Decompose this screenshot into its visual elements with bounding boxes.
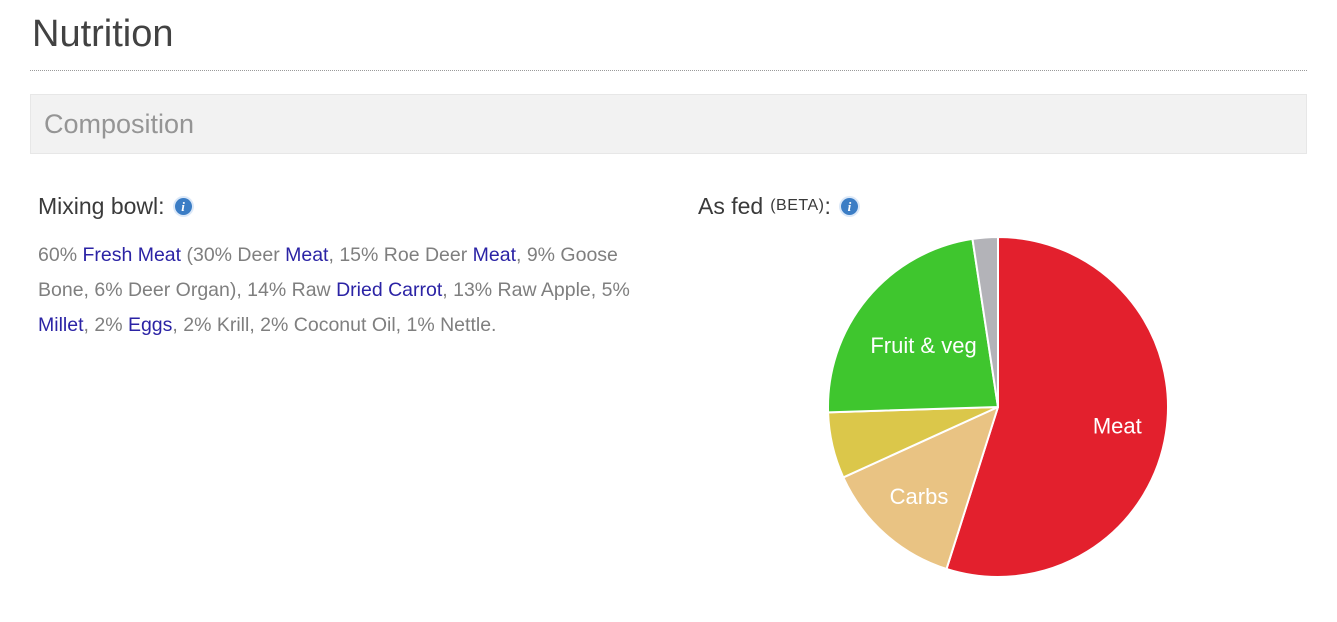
- ingredient-link[interactable]: Millet: [38, 314, 84, 336]
- ingredient-text: 60%: [38, 244, 83, 266]
- ingredient-link[interactable]: Eggs: [127, 314, 173, 336]
- nutrition-page: Nutrition Composition Mixing bowl: i 60%…: [0, 12, 1337, 579]
- ingredient-text: , 9% Goose Bone, 6% Deer Organ), 14% Raw: [38, 244, 618, 301]
- pie-slice-label: Carbs: [890, 484, 949, 509]
- as-fed-title: As fed: [698, 193, 764, 219]
- ingredient-text: , 15% Roe Deer: [328, 244, 473, 266]
- pie-slice-carbs[interactable]: [842, 406, 999, 571]
- as-fed-pie-chart: Meat Carbs Fruit & veg: [826, 235, 1170, 579]
- as-fed-heading: As fed (BETA) : i: [698, 192, 1307, 220]
- info-icon[interactable]: i: [840, 197, 858, 215]
- pie-slice-meat[interactable]: [945, 236, 1169, 578]
- pie-slice-label: Meat: [1093, 414, 1142, 439]
- ingredient-text: , 13% Raw Apple, 5%: [442, 279, 630, 301]
- ingredient-link[interactable]: Fresh Meat: [82, 244, 182, 266]
- ingredients-text: 60% Fresh Meat (30% Deer Meat, 15% Roe D…: [38, 238, 643, 343]
- ingredient-link[interactable]: Dried Carrot: [336, 279, 443, 301]
- ingredient-text: , 2%: [83, 314, 128, 336]
- pie-slice-unlabeled-4[interactable]: [971, 236, 999, 408]
- page-title: Nutrition: [32, 13, 174, 55]
- pie-chart-svg: Meat Carbs Fruit & veg: [827, 236, 1169, 578]
- as-fed-section: As fed (BETA) : i Meat Carbs Fruit & veg: [690, 192, 1307, 579]
- ingredient-text: (30% Deer: [181, 244, 286, 266]
- ingredient-link[interactable]: Meat: [285, 244, 329, 266]
- mixing-bowl-heading: Mixing bowl: i: [38, 192, 690, 220]
- divider: [30, 70, 1307, 71]
- section-header-label: Composition: [44, 108, 195, 139]
- as-fed-beta-label: (BETA): [770, 197, 825, 214]
- ingredient-link[interactable]: Meat: [472, 244, 516, 266]
- section-header-composition[interactable]: Composition: [30, 94, 1307, 154]
- mixing-bowl-title: Mixing bowl:: [38, 193, 165, 219]
- pie-slice-label: Fruit & veg: [870, 333, 976, 358]
- composition-content: Mixing bowl: i 60% Fresh Meat (30% Deer …: [30, 192, 1307, 579]
- pie-slice-fruit-veg[interactable]: [827, 237, 999, 414]
- info-icon[interactable]: i: [174, 197, 192, 215]
- mixing-bowl-section: Mixing bowl: i 60% Fresh Meat (30% Deer …: [30, 192, 690, 579]
- as-fed-colon: :: [824, 193, 831, 219]
- ingredient-text: , 2% Krill, 2% Coconut Oil, 1% Nettle.: [172, 314, 497, 336]
